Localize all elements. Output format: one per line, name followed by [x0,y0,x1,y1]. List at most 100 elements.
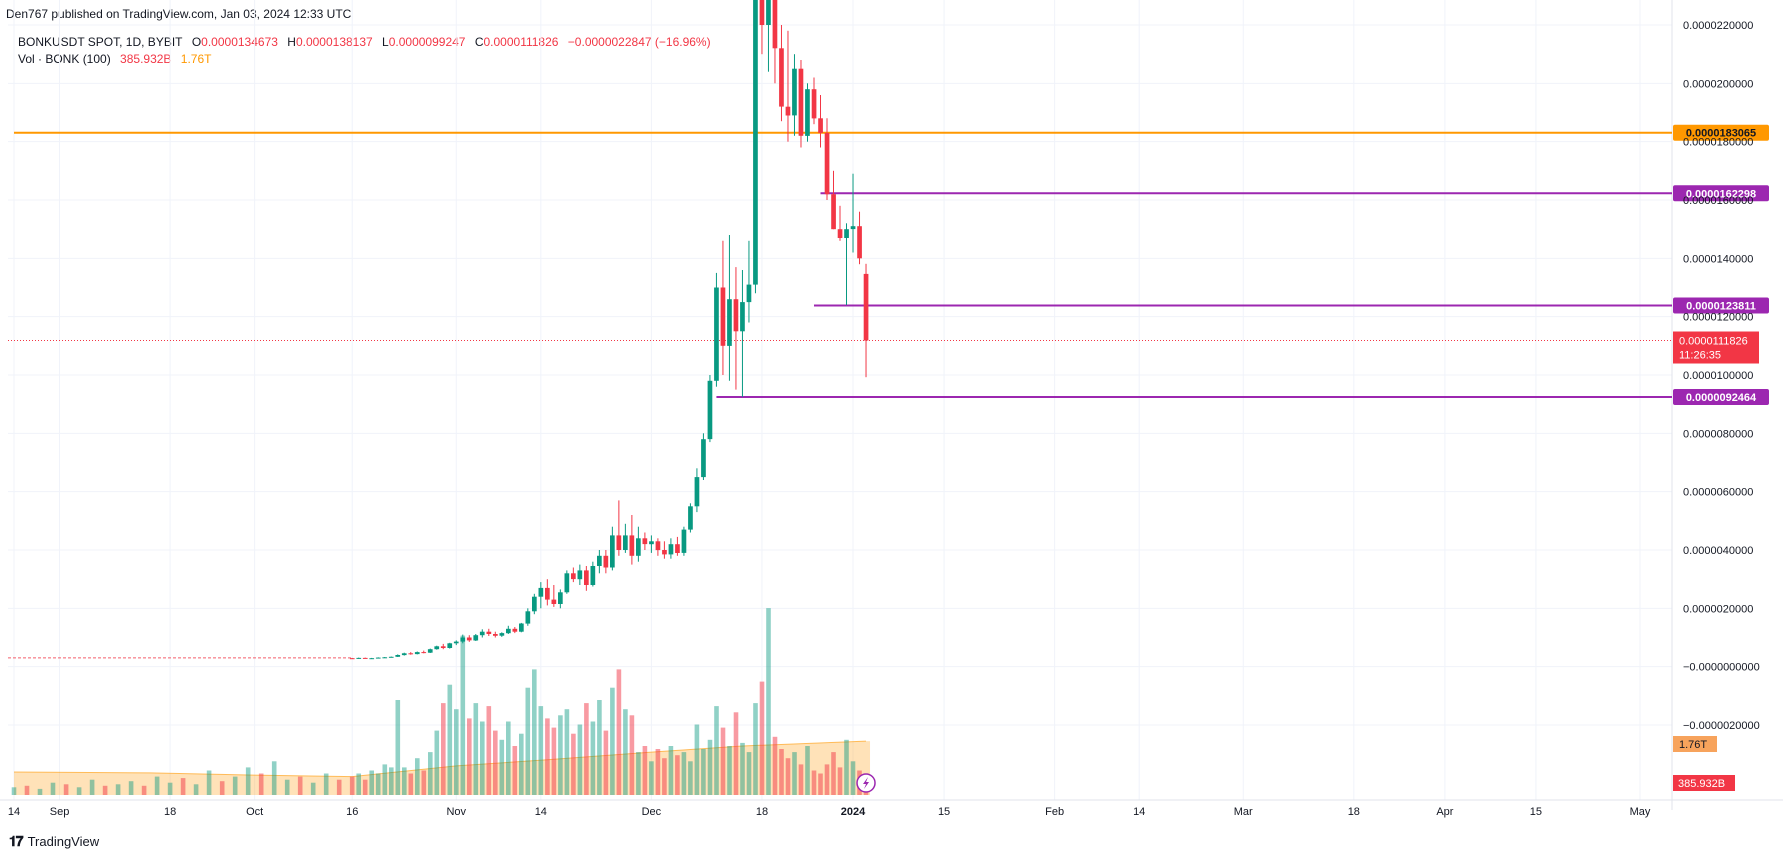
level-label-text: 0.0000183065 [1686,128,1756,140]
candle-body [688,506,693,530]
price-tick-label: 0.0000180000 [1683,137,1753,149]
candle-body [707,380,713,440]
volume-bar [766,608,771,795]
lightning-icon [863,777,870,789]
candle-body [733,299,739,332]
volume-label[interactable]: Vol · BONK (100) [18,52,111,66]
level-label-bg [1673,297,1769,314]
volume-legend-row: Vol · BONK (100) 385.932B 1.76T [18,51,711,68]
volume-bar [356,773,361,795]
candle-body [545,587,550,600]
volume-bar [519,733,524,795]
volume-bar [636,752,641,795]
volume-bar [824,764,830,795]
time-tick-label: 14 [8,806,20,818]
volume-bar [662,758,667,795]
candle-body [779,48,784,107]
level-price-label: 0.0000162298 [1673,185,1769,202]
volume-bar [746,752,752,795]
candle-body [434,646,440,650]
volume-bar [115,784,121,795]
time-tick-label: 16 [346,806,358,818]
volume-bar [193,784,199,795]
volume-bar [649,761,654,795]
volume-bar [538,706,544,795]
volume-bar [850,761,856,795]
volume-bar [694,724,700,795]
volume-bar [167,782,173,795]
volume-bar [545,718,550,795]
last-price-countdown: 11:26:35 [1679,350,1721,362]
volume-bar [740,742,745,795]
candle-body [525,611,531,624]
volume-bar [323,773,329,795]
level-label-bg [1673,124,1769,141]
volume-bar [512,746,518,795]
time-tick-label: Oct [246,806,263,818]
candle-body [727,299,732,346]
volume-ma-badge: 1.76T [1673,736,1717,752]
high-label: H [287,35,296,49]
time-tick-label: 14 [1133,806,1145,818]
volume-ma-badge-text: 1.76T [1679,739,1707,751]
volume-bar [50,782,56,795]
candle-body [837,229,843,238]
level-price-label: 0.0000123811 [1673,297,1769,314]
candlestick-series [8,0,869,660]
volume-badge-bg [1673,775,1735,791]
time-tick-label: 15 [938,806,950,818]
candle-body [649,541,654,545]
candle-body [499,633,505,636]
price-tick-label: 0.0000220000 [1683,20,1753,32]
volume-bar [551,727,557,795]
price-tick-label: 0.0000080000 [1683,428,1753,440]
candle-body [466,637,472,641]
tradingview-logo[interactable]: 𝟏𝟕 TradingView [9,833,99,850]
volume-bar [818,773,823,795]
volume-bar [733,712,739,795]
volume-bar [668,746,674,795]
volume-bar [577,724,583,795]
volume-bar [11,787,17,795]
level-label-bg [1673,388,1769,405]
candle-body [805,89,810,136]
candle-body [447,643,453,648]
candle-body [519,623,524,632]
volume-bar [714,706,719,795]
price-tick-label: 0.0000120000 [1683,312,1753,324]
candle-body [493,634,498,636]
candle-body [798,68,804,136]
price-axis: 0.00002200000.00002000000.00001800000.00… [1673,20,1760,791]
volume-bar [629,715,635,795]
change-value: −0.0000022847 (−16.96%) [567,35,711,49]
volume-bar [297,776,303,795]
volume-bar [421,770,427,795]
candle-body [792,68,797,116]
volume-pane [11,608,871,795]
event-marker-icon[interactable] [856,773,876,793]
candle-body [850,226,856,230]
volume-bar [408,773,414,795]
volume-bar [564,709,570,795]
candle-body [401,653,407,656]
candle-body [701,439,706,478]
volume-bar [480,721,485,795]
candle-body [831,194,836,230]
candle-body [382,657,388,659]
candle-body [349,658,355,660]
volume-bar [506,721,511,795]
volume-bar [180,778,186,795]
candle-body [740,302,745,332]
volume-bar [441,703,446,795]
candle-body [603,555,609,568]
price-tick-label: 0.0000040000 [1683,545,1753,557]
volume-bar [375,773,381,795]
volume-bar [701,749,706,795]
candle-body [584,570,589,585]
volume-bar [37,788,43,795]
tradingview-brand: TradingView [27,834,100,849]
candle-body [863,273,869,341]
candle-body [558,592,563,604]
candle-body [818,118,823,133]
